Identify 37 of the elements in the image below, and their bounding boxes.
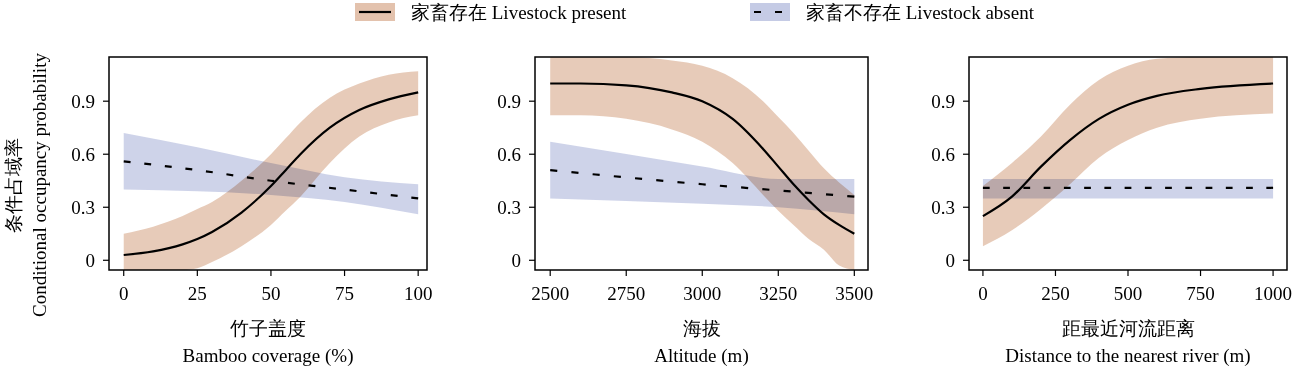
y-tick-label: 0.6 [71, 144, 95, 166]
x-tick-label: 75 [335, 283, 355, 304]
y-tick-label: 0.3 [931, 197, 955, 219]
x-tick-label: 3500 [835, 283, 874, 304]
line-series [122, 160, 420, 200]
line-series [981, 82, 1275, 218]
x-axis-title: 距最近河流距离 Distance to the nearest river (m) [1005, 318, 1251, 367]
x-tick-label: 50 [261, 283, 281, 304]
y-tick-label: 0.3 [71, 197, 95, 219]
x-axis-title: 竹子盖度 Bamboo coverage (%) [182, 318, 354, 367]
y-tick-label: 0.3 [497, 197, 521, 219]
line-series [549, 169, 856, 198]
x-tick-label: 1000 [1254, 283, 1293, 304]
x-tick-label: 3250 [759, 283, 798, 304]
y-tick-label: 0.9 [71, 91, 95, 113]
x-tick-label: 0 [118, 283, 129, 304]
legend-label: 家畜存在 Livestock present [411, 2, 628, 23]
x-tick-label: 750 [1186, 283, 1215, 304]
legend-label: 家畜不存在 Livestock absent [806, 2, 1035, 23]
y-tick-label: 0.6 [497, 144, 521, 166]
x-tick-label: 250 [1041, 283, 1070, 304]
y-tick-label: 0 [85, 250, 95, 272]
x-tick-label: 100 [403, 283, 433, 304]
x-tick-label: 25 [187, 283, 207, 304]
y-tick-label: 0.6 [931, 144, 955, 166]
x-tick-label: 500 [1113, 283, 1143, 304]
line-series [122, 91, 420, 257]
x-tick-label: 2750 [607, 283, 646, 304]
x-tick-label: 2500 [531, 283, 570, 304]
y-tick-label: 0.9 [931, 91, 955, 113]
y-tick-label: 0.9 [497, 91, 521, 113]
x-tick-label: 3000 [683, 283, 722, 304]
y-tick-label: 0 [945, 250, 955, 272]
x-axis-title: 海拔 Altitude (m) [654, 318, 749, 367]
x-tick-label: 0 [978, 283, 988, 304]
y-tick-label: 0 [511, 250, 521, 272]
y-axis-title: 条件占域率 Conditional occupancy probability [3, 52, 50, 317]
